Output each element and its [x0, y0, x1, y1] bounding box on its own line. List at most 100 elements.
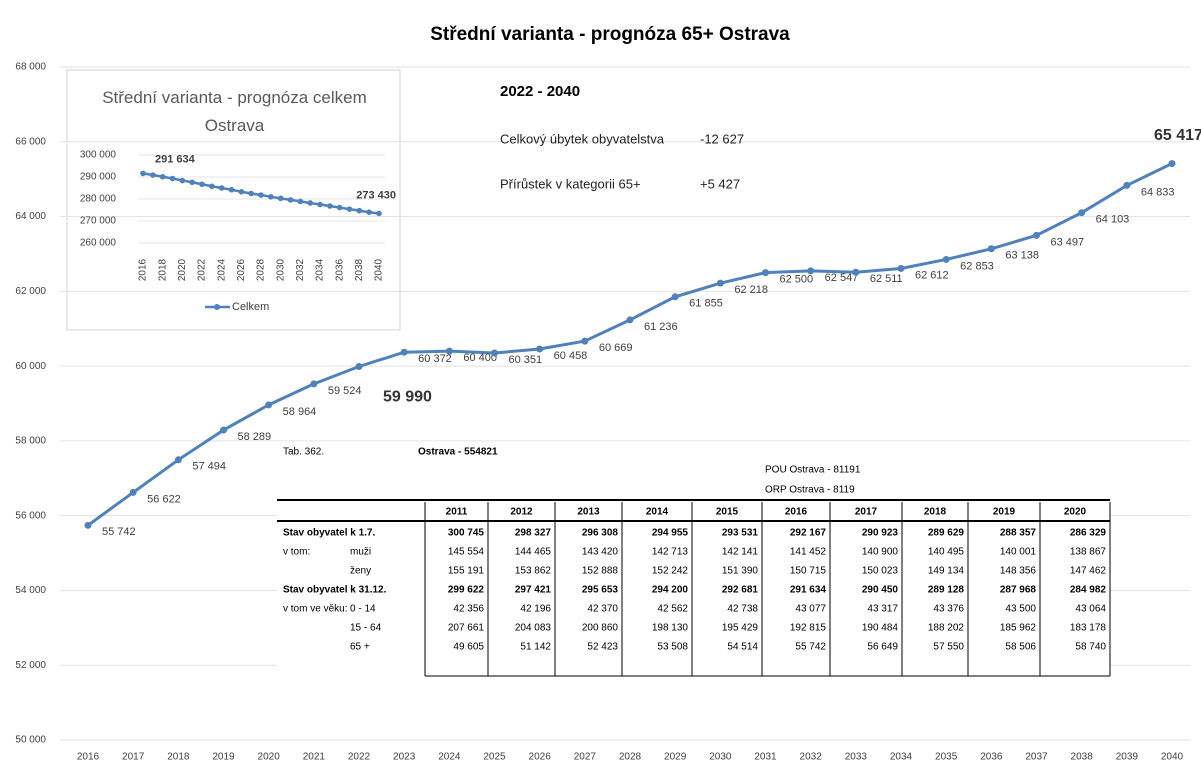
marker — [1033, 231, 1040, 239]
table-cell: 300 745 — [448, 528, 485, 539]
data-label: 58 964 — [283, 406, 317, 418]
marker — [220, 426, 227, 434]
data-label: 62 218 — [734, 284, 768, 296]
table: 2011 2012 2013 2014 2015 2016 2017 2018 2019 2020… — [277, 499, 1111, 677]
x-tick-label: 2038 — [1071, 752, 1094, 762]
data-label: 60 400 — [463, 352, 497, 364]
table-cell: 52 423 — [587, 642, 618, 653]
marker — [238, 188, 245, 195]
table-cell: 183 178 — [1070, 623, 1107, 634]
table-cell: 297 421 — [515, 585, 552, 596]
y-tick-label: 58 000 — [15, 436, 46, 447]
table-cell: 42 356 — [453, 604, 484, 615]
table-cell: 289 128 — [928, 585, 965, 596]
row-label: v tom ve věku: — [283, 604, 347, 615]
marker — [228, 186, 235, 193]
marker — [491, 349, 498, 357]
data-label: 58 289 — [238, 431, 272, 443]
table-cell: 43 500 — [1005, 604, 1036, 615]
x-tick-label: 2038 — [354, 258, 365, 281]
table-cell: 292 167 — [790, 528, 827, 539]
marker — [536, 345, 544, 353]
table-cell: 195 429 — [722, 623, 759, 634]
table-cell: 286 329 — [1070, 528, 1107, 539]
summary-label: Celkový úbytek obyvatelstva — [500, 131, 665, 146]
row-label: Stav obyvatel k 31.12. — [283, 585, 387, 596]
x-tick-label: 2019 — [212, 752, 235, 762]
table-cell: 150 715 — [790, 566, 827, 577]
marker — [277, 195, 284, 202]
table-cell: 42 562 — [657, 604, 688, 615]
x-tick-label: 2034 — [890, 752, 913, 762]
data-label: 62 853 — [960, 260, 994, 272]
x-tick-label: 2024 — [438, 752, 461, 762]
table-cell: 288 357 — [1000, 528, 1037, 539]
table-cell: 294 955 — [652, 528, 689, 539]
y-tick-label: 68 000 — [15, 62, 46, 73]
data-label: 64 833 — [1141, 186, 1175, 198]
x-tick-label: 2039 — [1116, 752, 1139, 762]
annotation: 65 417 — [1154, 127, 1201, 144]
table-cell: 54 514 — [727, 642, 758, 653]
x-tick-label: 2020 — [177, 258, 188, 281]
table-cell: 188 202 — [928, 623, 965, 634]
x-tick-label: 2033 — [845, 752, 868, 762]
marker — [140, 170, 146, 177]
summary-heading: 2022 - 2040 — [500, 83, 580, 100]
data-label: 62 511 — [870, 273, 903, 285]
x-tick-label: 2028 — [619, 752, 642, 762]
x-tick-label: 2016 — [138, 258, 149, 281]
marker — [716, 279, 724, 287]
table-cell: 141 452 — [790, 547, 827, 558]
x-tick-label: 2018 — [157, 258, 168, 281]
x-tick-label: 2028 — [256, 258, 267, 281]
table-cell: 152 242 — [652, 566, 689, 577]
marker — [297, 198, 304, 205]
table-cell: 145 554 — [448, 547, 485, 558]
row-sublabel: muži — [350, 547, 371, 558]
data-label: 273 430 — [356, 189, 396, 201]
marker — [189, 179, 195, 186]
marker — [159, 173, 166, 180]
table-header: 2013 — [577, 507, 600, 518]
table-cell: 147 462 — [1070, 566, 1107, 577]
table-cell: 284 982 — [1070, 585, 1107, 596]
table-cell: 142 141 — [722, 547, 759, 558]
data-label: 62 547 — [825, 272, 859, 284]
marker — [199, 181, 205, 188]
data-label: 57 494 — [192, 461, 226, 473]
table-cell: 57 550 — [933, 642, 964, 653]
marker — [1078, 209, 1086, 217]
marker — [129, 488, 137, 496]
summary-label: Přírůstek v kategorii 65+ — [500, 176, 641, 191]
table-cell: 198 130 — [652, 623, 689, 634]
table-cell: 151 390 — [722, 566, 759, 577]
table-cell: 42 738 — [727, 604, 758, 615]
x-tick-label: 2036 — [980, 752, 1003, 762]
marker — [581, 337, 589, 345]
table-cell: 140 900 — [862, 547, 899, 558]
data-label: 63 138 — [1005, 250, 1039, 262]
x-tick-label: 2032 — [800, 752, 823, 762]
marker — [310, 380, 318, 388]
chart-title: Střední varianta - prognóza 65+ Ostrava — [430, 24, 790, 45]
y-tick-label: 64 000 — [15, 211, 46, 222]
x-tick-label: 2024 — [216, 258, 227, 281]
table-cell: 290 450 — [862, 585, 899, 596]
table-header: 2014 — [646, 507, 669, 518]
marker — [84, 521, 92, 529]
y-tick-label: 52 000 — [15, 660, 46, 671]
y-tick-label: 54 000 — [15, 585, 46, 596]
marker — [174, 456, 182, 464]
y-tick-label: 300 000 — [80, 150, 117, 161]
table-cell: 42 196 — [520, 604, 551, 615]
data-label: 60 372 — [418, 353, 452, 365]
table-cell: 294 200 — [652, 585, 689, 596]
data-label: 61 855 — [689, 298, 723, 310]
data-label: 56 622 — [147, 493, 181, 505]
marker — [626, 316, 634, 324]
x-tick-label: 2023 — [393, 752, 416, 762]
x-tick-label: 2021 — [303, 752, 326, 762]
